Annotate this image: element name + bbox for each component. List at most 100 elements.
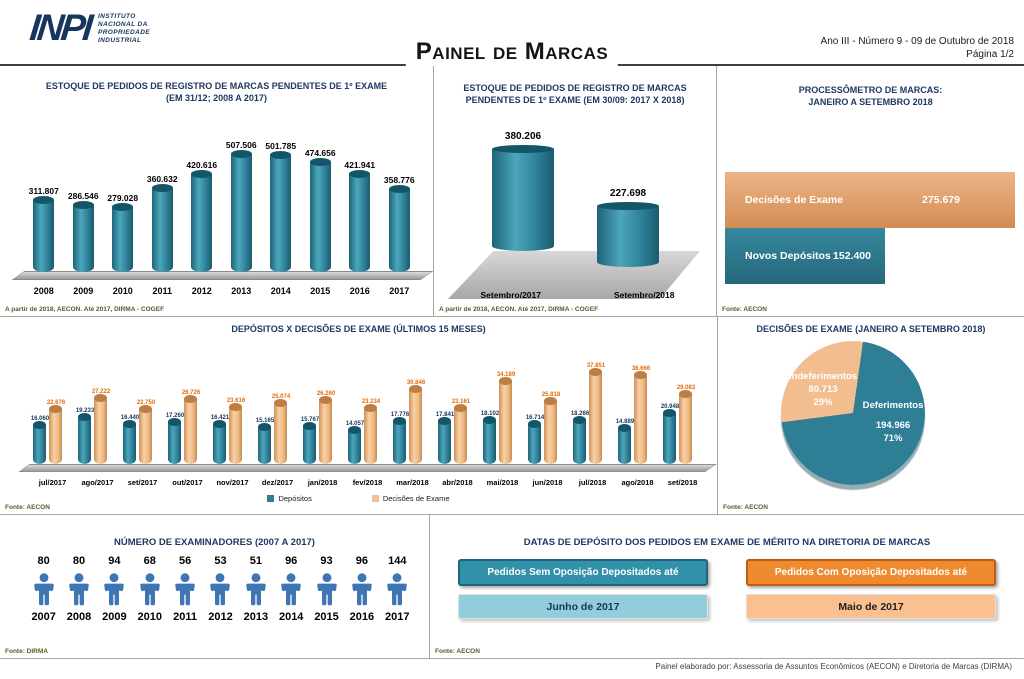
bar-value-label: 29.083 <box>676 385 696 391</box>
examiner-year: 2008 <box>66 611 92 623</box>
bar-label: Novos Depósitos <box>745 250 831 262</box>
bar-value-label: 19.233 <box>75 408 95 414</box>
bar-depositos <box>483 416 496 464</box>
bar <box>388 185 410 272</box>
person-icon <box>349 569 375 609</box>
chart-title: ESTOQUE DE PEDIDOS DE REGISTRO DE MARCAS… <box>45 81 388 91</box>
examiner-count: 51 <box>249 555 262 567</box>
bar-value-label: 37.851 <box>586 363 606 369</box>
category-label: 2009 <box>73 286 94 296</box>
chart-subtitle: PENDENTES DE 1º EXAME (EM 30/09: 2017 X … <box>465 95 685 105</box>
bar-decisoes <box>94 394 107 464</box>
bar-value-label: 25.818 <box>541 392 561 398</box>
bar-value-label: 23.234 <box>361 399 381 405</box>
card-com-oposicao: Pedidos Com Oposição Depositados até Mai… <box>746 559 996 619</box>
month-label: ago/2017 <box>81 478 114 487</box>
category-label: 2011 <box>152 286 173 296</box>
bar-depositos <box>348 426 361 464</box>
slice-name: Deferimentos <box>862 400 924 411</box>
source-note: A partir de 2018, AECON. Até 2017, DIRMA… <box>439 306 599 313</box>
bar-value-label: 279.028 <box>107 193 139 203</box>
depositos-decisoes-months: jul/2017 ago/2017 set/2017 out/2017 nov/2017… <box>30 478 705 487</box>
category-label: 2008 <box>33 286 54 296</box>
examiner-column: 93 2015 <box>309 555 344 623</box>
pie-chart <box>781 341 925 485</box>
bar-group: 507.506 <box>222 140 262 272</box>
bar-value-label: 311.807 <box>28 186 59 196</box>
month-label: mar/2018 <box>396 478 429 487</box>
bar-value-label: 380.206 <box>504 131 542 142</box>
examiner-year: 2013 <box>243 611 269 623</box>
processometro-bar-decisoes: Decisões de Exame 275.679 <box>725 172 1015 228</box>
bar-depositos <box>168 418 181 464</box>
bar-depositos <box>213 420 226 464</box>
estoque-anual-categories: 2008 2009 2010 2011 2012 2013 2014 2015 2016 2017 <box>24 286 419 296</box>
bar-depositos <box>573 416 586 464</box>
bar-value-label: 27.222 <box>91 389 111 395</box>
examiner-column: 94 2009 <box>97 555 132 623</box>
source-note: Fonte: AECON <box>723 504 768 511</box>
month-label: nov/2017 <box>216 478 249 487</box>
slice-value: 194.966 <box>875 420 911 431</box>
chart-title: ESTOQUE DE PEDIDOS DE REGISTRO DE MARCAS <box>463 83 687 93</box>
slice-value: 80.713 <box>808 384 838 395</box>
examiner-column: 80 2007 <box>26 555 61 623</box>
bar-value-label: 18.266 <box>570 411 590 417</box>
bar-group: 311.807 <box>24 186 64 272</box>
bar-value-label: 17.776 <box>390 412 410 418</box>
category-label: 2013 <box>231 286 252 296</box>
person-icon <box>172 569 198 609</box>
chart-title: DECISÕES DE EXAME (JANEIRO A SETEMBRO 20… <box>756 324 986 334</box>
person-icon <box>66 569 92 609</box>
bar-group: 360.632 <box>143 174 183 272</box>
bar-decisoes <box>364 404 377 464</box>
bar-decisoes <box>139 405 152 464</box>
bar-group: 358.776 <box>380 175 420 272</box>
month-group: 16.421 23.616 <box>210 359 255 464</box>
examiner-year: 2015 <box>314 611 339 623</box>
bar-decisoes <box>679 390 692 464</box>
page-title: Painel de Marcas <box>405 38 619 66</box>
legend-item-decisoes: Decisões de Exame <box>371 494 450 503</box>
processometro-bar-depositos: Novos Depósitos 152.400 <box>725 228 885 284</box>
bar-decisoes <box>319 396 332 464</box>
bar-value-label: 15.165 <box>255 418 275 424</box>
category-label: 2016 <box>349 286 370 296</box>
slice-name: Indeferimentos <box>788 371 858 382</box>
inpi-logo-text: INSTITUTO NACIONAL DA PROPRIEDADE INDUST… <box>98 13 150 45</box>
logo-line: NACIONAL DA <box>97 21 148 28</box>
panel-datas-deposito: DATAS DE DEPÓSITO DOS PEDIDOS EM EXAME D… <box>430 514 1024 659</box>
bar-decisoes <box>544 397 557 464</box>
bar-depositos <box>33 421 46 464</box>
panel-estoque-anual: ESTOQUE DE PEDIDOS DE REGISTRO DE MARCAS… <box>0 66 434 316</box>
bar-decisoes <box>229 403 242 464</box>
bar-value-label: 16.060 <box>30 416 50 422</box>
month-label: out/2017 <box>172 478 203 487</box>
legend-swatch-tan <box>371 495 379 502</box>
month-label: jan/2018 <box>307 478 338 487</box>
source-note: Fonte: AECON <box>5 504 50 511</box>
pie-label-deferimentos: Deferimentos 194.966 71% <box>823 399 963 445</box>
examiner-count: 80 <box>72 555 86 567</box>
bar-value-label: 14.057 <box>345 421 365 427</box>
edition-line: Ano III - Número 9 - 09 de Outubro de 20… <box>820 36 1014 47</box>
bar <box>270 151 292 272</box>
bar-value-label: 16.421 <box>210 415 230 421</box>
bar-value-label: 22.750 <box>136 400 156 406</box>
bar-value-label: 30.846 <box>406 380 426 386</box>
bar-decisoes <box>49 405 62 464</box>
logo-line: INDUSTRIAL <box>97 37 142 44</box>
examiner-count: 68 <box>143 555 156 567</box>
bar-depositos <box>618 424 631 464</box>
examiner-column: 68 2010 <box>132 555 167 623</box>
month-label: set/2018 <box>667 478 698 487</box>
bar-value-label: 15.767 <box>300 417 320 423</box>
logo-line: INSTITUTO <box>97 13 136 20</box>
bar-depositos <box>393 417 406 464</box>
bar-value-label: 22.676 <box>46 400 66 406</box>
month-group: 16.440 22.750 <box>120 359 165 464</box>
bar <box>191 170 213 272</box>
examiner-year: 2016 <box>349 611 375 623</box>
bar-group: 474.656 <box>301 148 341 272</box>
month-group: 18.266 37.851 <box>570 359 615 464</box>
